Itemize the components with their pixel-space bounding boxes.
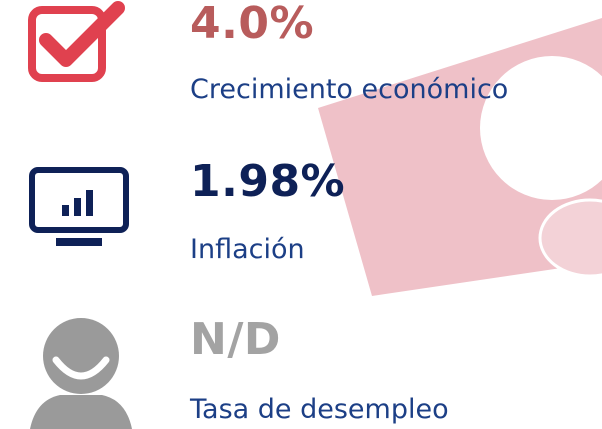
- unemployment-value: N/D: [190, 318, 281, 362]
- infographic: 4.0% Crecimiento económico 1.98% Inflaci…: [0, 0, 602, 429]
- background-art: [0, 0, 602, 429]
- monitor-icon: [32, 170, 126, 246]
- inflation-value: 1.98%: [190, 160, 345, 204]
- growth-label: Crecimiento económico: [190, 76, 508, 103]
- growth-value: 4.0%: [190, 2, 314, 46]
- check-icon: [32, 8, 118, 78]
- unemployment-label: Tasa de desempleo: [190, 396, 449, 423]
- person-icon: [30, 318, 132, 429]
- inflation-label: Inflación: [190, 236, 305, 263]
